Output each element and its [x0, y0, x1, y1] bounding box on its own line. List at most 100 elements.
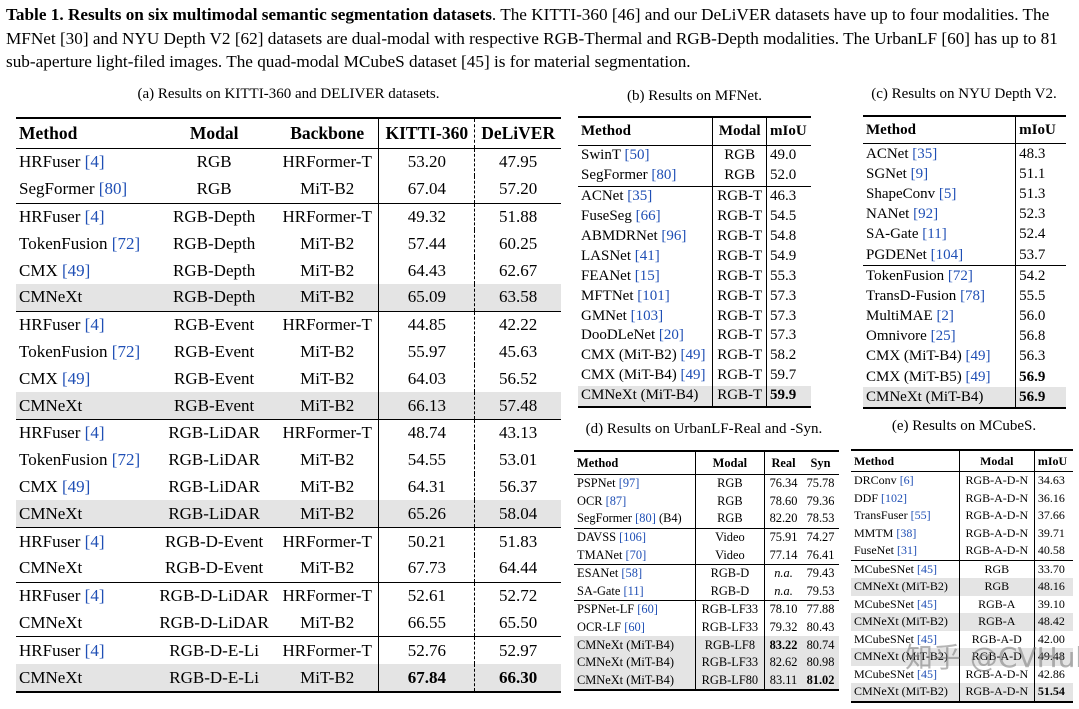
method-cell: HRFuser [4]	[16, 149, 152, 176]
backbone-cell: MiT-B2	[276, 230, 380, 258]
table-row: SGNet [9] 51.1	[863, 164, 1066, 185]
modal-cell: RGB	[695, 474, 766, 493]
miou-value: 54.9	[770, 247, 797, 264]
method-name: PGDENet	[866, 246, 927, 263]
table-row: SegFormer [80] RGB MiT-B2 67.04 57.20	[16, 175, 561, 204]
method-cell: CMNeXt	[16, 555, 152, 582]
deliver-value: 63.58	[474, 283, 561, 312]
method-cell: OCR [87]	[574, 492, 696, 511]
modal-cell: RGB	[712, 145, 767, 166]
deliver-value: 58.04	[474, 500, 561, 528]
modal-cell: RGB-A-D-N	[959, 542, 1035, 560]
citation-ref: [60]	[637, 602, 658, 617]
caption-bold-text: Results on six multimodal semantic segme…	[67, 5, 492, 24]
table-row: FuseNet [31] RGB-A-D-N 40.58	[851, 542, 1073, 560]
table-row: FEANet [15] RGB-T 55.3	[578, 266, 811, 287]
kitti-value: 49.32	[378, 202, 476, 231]
table-row: MMTM [38] RGB-A-D-N 39.71	[851, 524, 1073, 542]
citation-ref: [4]	[84, 206, 105, 226]
kitti-value: 54.55	[378, 446, 476, 474]
citation-ref: [50]	[624, 147, 650, 164]
backbone-cell: HRFormer-T	[276, 581, 380, 610]
kitti-value: 57.44	[378, 230, 476, 258]
method-name: FuseNet	[854, 543, 894, 558]
method-name: Omnivore	[866, 328, 927, 345]
table-row: CMNeXt (MiT-B2) RGB-A-D-N 51.54	[851, 683, 1073, 702]
method-name: TransFuser	[854, 508, 908, 523]
miou-value: 56.9	[1019, 368, 1046, 385]
deliver-value: 57.20	[499, 179, 538, 199]
header-method: Method	[863, 116, 1017, 144]
citation-ref: [70]	[625, 547, 647, 562]
header-method: Method	[578, 117, 714, 146]
table-row: OCR [87] RGB 78.60 79.36	[574, 492, 839, 511]
method-cell: CMX (MiT-B5) [49]	[863, 367, 1017, 388]
table-row: TransFuser [55] RGB-A-D-N 37.66	[851, 507, 1073, 525]
table-row: HRFuser [4] RGB-D-LiDAR HRFormer-T 52.61 52.…	[16, 581, 561, 610]
method-cell: HRFuser [4]	[16, 202, 153, 231]
modal-cell: RGB-LF33	[695, 653, 766, 672]
backbone-cell: HRFormer-T	[276, 636, 380, 665]
citation-ref: [49]	[61, 476, 91, 496]
header-real: Real	[764, 451, 803, 475]
miou-value: 56.9	[1015, 387, 1066, 409]
method-cell: CMX (MiT-B4) [49]	[863, 346, 1017, 368]
deliver-value: 64.44	[499, 558, 538, 578]
method-cell: ABMDRNet [96]	[578, 226, 714, 247]
method-name: CMNeXt	[19, 287, 83, 307]
citation-ref: [11]	[623, 583, 644, 598]
citation-ref: [45]	[917, 666, 937, 681]
deliver-value: 43.13	[474, 418, 561, 447]
modal-cell: RGB	[196, 179, 232, 199]
modal-cell: RGB-LF8	[695, 636, 766, 654]
table-a-title: (a) Results on KITTI-360 and DELIVER dat…	[137, 86, 440, 102]
method-cell: TokenFusion [72]	[16, 339, 152, 366]
syn-value: 78.53	[806, 511, 835, 526]
modal-cell: RGB-Event	[152, 392, 277, 420]
method-cell: Omnivore [25]	[863, 326, 1017, 347]
header-miou: mIoU	[1015, 116, 1066, 144]
method-cell: DDF [102]	[851, 489, 960, 507]
method-name: CMNeXt	[19, 558, 83, 578]
caption-body-text: . The KITTI-360 [46] and our DeLiVER dat…	[6, 5, 1058, 71]
deliver-value: 56.52	[499, 368, 538, 388]
citation-ref: [41]	[634, 247, 660, 264]
citation-ref: [2]	[936, 308, 954, 325]
miou-value: 46.3	[766, 185, 811, 207]
method-name: FuseSeg	[581, 208, 632, 225]
miou-value: 48.16	[1034, 578, 1073, 596]
header-method: Method	[851, 450, 960, 472]
kitti-value: 65.09	[378, 283, 476, 312]
method-cell: HRFuser [4]	[16, 581, 153, 610]
table-row: CMNeXt (MiT-B4) 56.9	[863, 387, 1066, 409]
real-value: n.a.	[764, 563, 803, 583]
citation-ref: [35]	[627, 188, 653, 205]
method-name: OCR-LF	[577, 620, 622, 635]
table-row: TokenFusion [72] RGB-Event MiT-B2 55.97 45.6…	[16, 338, 561, 366]
table-row: PGDENet [104] 53.7	[863, 244, 1066, 266]
syn-value: 80.74	[802, 636, 839, 654]
modal-cell: RGB-Depth	[152, 202, 277, 231]
real-value: 83.11	[764, 671, 803, 691]
table-row: CMNeXt RGB-D-E-Li MiT-B2 67.84 66.30	[16, 664, 561, 692]
table-row: CMNeXt RGB-D-Event MiT-B2 67.73 64.44	[16, 554, 561, 583]
miou-value: 49.48	[1034, 648, 1073, 666]
method-cell: LASNet [41]	[578, 246, 714, 267]
syn-value: 80.43	[806, 620, 835, 635]
header-deliver: DeLiVER	[474, 118, 561, 149]
kitti-value: 64.03	[378, 365, 476, 393]
table-row: CMNeXt (MiT-B4) RGB-T 59.9	[578, 385, 811, 407]
method-cell: ACNet [35]	[863, 143, 1017, 165]
miou-value: 51.3	[1019, 185, 1046, 202]
citation-ref: [80]	[635, 511, 656, 526]
method-name: CMX (MiT-B2)	[581, 347, 677, 364]
method-name: GMNet	[581, 307, 627, 324]
deliver-value: 52.72	[474, 581, 561, 610]
method-cell: MFTNet [101]	[578, 286, 714, 307]
backbone-cell: HRFormer-T	[276, 527, 380, 555]
backbone-cell: MiT-B2	[276, 175, 380, 204]
citation-ref: [72]	[111, 341, 141, 361]
citation-ref: [4]	[84, 152, 105, 172]
method-cell: NANet [92]	[863, 204, 1017, 225]
method-name: CMX (MiT-B4)	[866, 348, 962, 365]
